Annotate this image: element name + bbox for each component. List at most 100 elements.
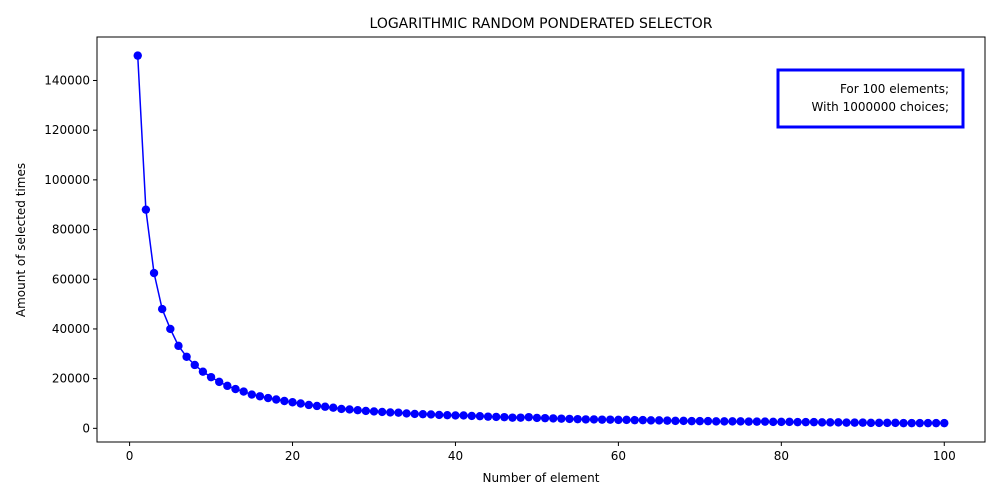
data-point-0-74 (736, 417, 745, 426)
x-tick-label-4: 80 (774, 449, 789, 463)
data-point-0-31 (386, 408, 395, 417)
data-point-0-67 (679, 416, 688, 426)
data-point-0-56 (589, 415, 599, 424)
data-point-0-45 (500, 412, 509, 422)
data-point-0-26 (345, 405, 354, 414)
data-point-0-7 (190, 360, 199, 370)
data-point-0-98 (931, 418, 941, 428)
data-point-0-65 (663, 416, 672, 425)
data-point-0-13 (239, 387, 248, 396)
data-point-0-29 (369, 407, 379, 416)
data-point-0-3 (157, 304, 167, 314)
data-point-0-92 (883, 418, 892, 428)
data-point-0-80 (785, 417, 794, 427)
data-point-0-58 (606, 415, 615, 424)
data-point-0-51 (549, 414, 558, 423)
data-point-0-36 (426, 410, 436, 419)
data-point-0-35 (418, 409, 428, 419)
data-point-0-37 (434, 410, 444, 420)
data-point-0-9 (206, 372, 216, 382)
data-point-0-21 (304, 400, 314, 410)
y-tick-label-2: 40000 (52, 322, 90, 336)
data-point-0-75 (744, 417, 753, 426)
data-point-0-15 (255, 392, 265, 401)
data-point-0-10 (215, 377, 224, 387)
data-point-0-20 (296, 399, 305, 408)
data-point-0-11 (223, 381, 232, 391)
data-point-0-93 (891, 418, 900, 428)
data-point-0-83 (809, 417, 819, 427)
data-point-0-5 (174, 341, 183, 351)
y-tick-label-4: 80000 (52, 223, 90, 237)
y-tick-label-6: 120000 (44, 123, 90, 137)
data-point-0-47 (516, 413, 525, 422)
x-tick-label-5: 100 (933, 449, 956, 463)
y-tick-label-3: 60000 (52, 272, 90, 286)
data-point-0-16 (263, 393, 273, 403)
data-point-0-42 (475, 411, 485, 421)
data-point-0-34 (410, 409, 419, 419)
data-point-0-19 (288, 398, 297, 407)
data-point-0-0 (133, 51, 142, 60)
data-point-0-30 (377, 407, 387, 417)
x-tick-label-1: 20 (285, 449, 300, 463)
plot-frame (96, 36, 986, 443)
data-point-0-23 (320, 402, 330, 411)
data-point-0-84 (817, 418, 827, 427)
data-point-0-41 (467, 411, 476, 421)
data-point-0-1 (141, 205, 151, 214)
annotation-box: For 100 elements; With 1000000 choices; (776, 68, 965, 129)
data-point-0-99 (940, 418, 949, 428)
data-point-0-28 (361, 406, 371, 416)
data-point-0-40 (459, 411, 468, 420)
data-point-0-57 (597, 415, 607, 424)
x-axis: 0 20 40 60 80 100 (126, 442, 956, 463)
data-point-0-73 (728, 417, 737, 426)
data-point-0-89 (858, 418, 867, 427)
data-point-0-64 (654, 416, 664, 425)
data-point-0-54 (573, 414, 582, 424)
data-point-0-44 (491, 412, 501, 422)
data-point-0-71 (711, 417, 721, 426)
y-tick-label-1: 20000 (52, 372, 90, 386)
data-point-0-78 (768, 417, 778, 427)
x-tick-label-0: 0 (126, 449, 134, 463)
data-point-0-94 (899, 418, 908, 428)
data-point-0-14 (247, 390, 256, 399)
data-point-0-69 (695, 416, 705, 426)
data-point-0-77 (760, 417, 770, 426)
data-point-0-87 (842, 418, 851, 427)
data-point-0-25 (337, 404, 346, 414)
data-point-0-91 (874, 418, 884, 428)
data-point-0-59 (614, 415, 623, 425)
annotation-line-1: For 100 elements; (840, 82, 949, 96)
data-point-0-2 (149, 268, 159, 278)
data-point-0-12 (231, 384, 240, 394)
y-axis-label: Amount of selected times (14, 163, 28, 317)
data-point-0-38 (443, 410, 452, 420)
data-point-0-22 (312, 401, 322, 411)
data-point-0-90 (866, 418, 876, 428)
data-point-0-33 (402, 409, 411, 418)
annotation-line-2: With 1000000 choices; (812, 100, 949, 114)
chart-title: LOGARITHMIC RANDOM PONDERATED SELECTOR (370, 16, 713, 32)
data-point-0-52 (557, 414, 566, 423)
data-point-0-60 (622, 415, 631, 425)
data-point-0-53 (565, 414, 574, 424)
y-tick-label-5: 100000 (44, 173, 90, 187)
annotation-frame (776, 68, 965, 129)
data-point-0-43 (483, 412, 493, 421)
data-point-0-24 (329, 403, 338, 412)
data-point-0-68 (687, 416, 696, 426)
y-tick-label-0: 0 (82, 421, 90, 435)
data-point-0-48 (524, 412, 533, 422)
y-axis: 0 20000 40000 60000 80000 100000 120000 140000 (44, 73, 97, 435)
y-tick-label-7: 140000 (44, 73, 90, 87)
data-point-0-39 (451, 411, 460, 420)
data-point-0-4 (166, 324, 175, 334)
data-point-0-76 (752, 417, 762, 426)
x-tick-label-2: 40 (448, 449, 463, 463)
data-point-0-79 (777, 417, 786, 427)
